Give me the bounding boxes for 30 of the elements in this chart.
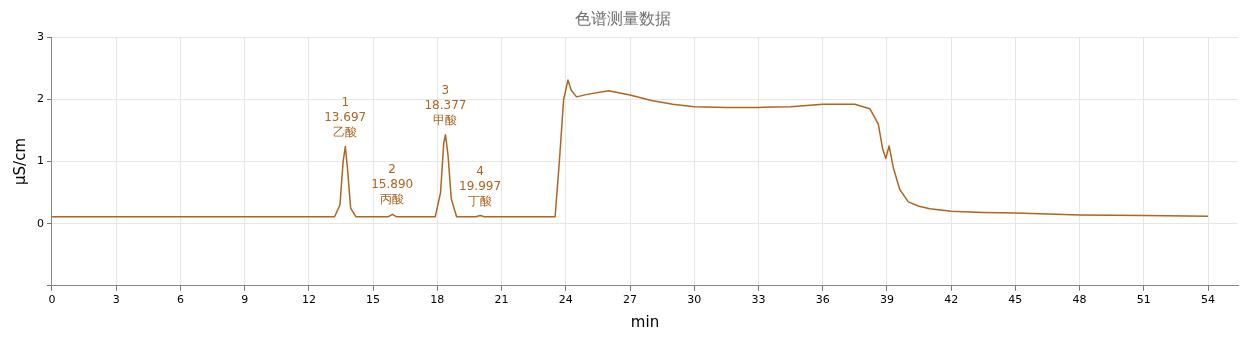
x-tick-label: 42 xyxy=(944,293,959,307)
annotation: 4 19.997 丁酸 xyxy=(459,163,502,208)
x-tick-label: 0 xyxy=(48,293,56,307)
x-tick-label: 54 xyxy=(1201,293,1216,307)
x-tick-label: 21 xyxy=(494,293,509,307)
x-tick-label: 24 xyxy=(558,293,573,307)
x-tick-label: 12 xyxy=(301,293,316,307)
x-tick-label: 6 xyxy=(176,293,184,307)
x-tick-label: 39 xyxy=(879,293,894,307)
chart-title: 色谱测量数据 xyxy=(575,8,671,28)
annotation: 1 13.697 乙酸 xyxy=(324,94,367,139)
y-tick-label: 0 xyxy=(37,216,44,230)
annotation: 2 15.890 丙酸 xyxy=(371,162,414,207)
y-tick-label: 3 xyxy=(37,30,44,44)
x-axis-title: min xyxy=(630,312,660,331)
x-tick-label: 18 xyxy=(430,293,445,307)
x-tick-label: 33 xyxy=(751,293,766,307)
x-tick-label: 9 xyxy=(241,293,249,307)
y-tick-label: 2 xyxy=(37,92,44,106)
x-tick-label: 36 xyxy=(815,293,830,307)
y-tick-label: 1 xyxy=(37,154,44,168)
x-tick-label: 45 xyxy=(1008,293,1023,307)
x-tick-label: 30 xyxy=(687,293,702,307)
x-tick-label: 27 xyxy=(623,293,638,307)
x-tick-label: 15 xyxy=(366,293,381,307)
x-tick-label: 48 xyxy=(1072,293,1087,307)
annotation: 3 18.377 甲酸 xyxy=(424,82,467,127)
y-axis-title: µS/cm xyxy=(10,138,29,185)
x-tick-label: 51 xyxy=(1136,293,1151,307)
x-tick-label: 3 xyxy=(112,293,120,307)
